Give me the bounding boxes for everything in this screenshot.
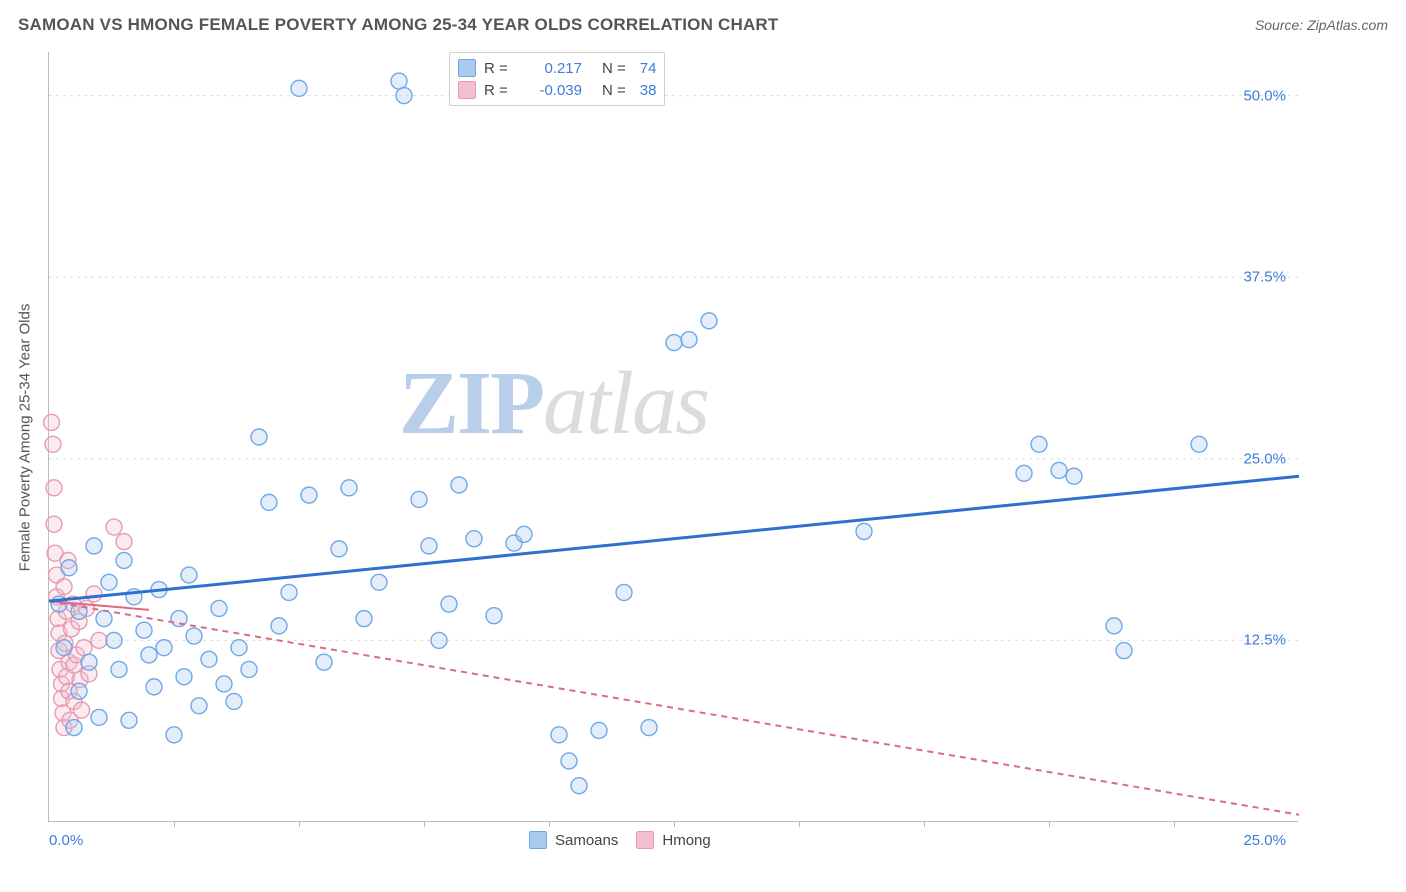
x-origin-label: 0.0% — [49, 832, 83, 849]
correlation-row-hmong: R = -0.039 N = 38 — [458, 79, 656, 101]
r-value-samoans: 0.217 — [522, 60, 582, 77]
header: SAMOAN VS HMONG FEMALE POVERTY AMONG 25-… — [0, 0, 1406, 42]
legend-item-samoans: Samoans — [529, 831, 618, 849]
r-value-hmong: -0.039 — [522, 82, 582, 99]
n-value-hmong: 38 — [640, 82, 657, 99]
y-tick-label: 25.0% — [1243, 450, 1286, 467]
x-tick-mark — [1174, 821, 1175, 827]
source-prefix: Source: — [1255, 17, 1307, 33]
swatch-samoans — [458, 59, 476, 77]
x-tick-mark — [924, 821, 925, 827]
x-tick-mark — [299, 821, 300, 827]
r-label: R = — [484, 60, 514, 77]
x-tick-mark — [799, 821, 800, 827]
y-axis-label-text: Female Poverty Among 25-34 Year Olds — [17, 303, 34, 571]
swatch-hmong — [458, 81, 476, 99]
series-legend: Samoans Hmong — [529, 831, 711, 849]
y-tick-label: 37.5% — [1243, 269, 1286, 286]
r-label: R = — [484, 82, 514, 99]
legend-item-hmong: Hmong — [636, 831, 710, 849]
correlation-legend: R = 0.217 N = 74 R = -0.039 N = 38 — [449, 52, 665, 106]
legend-label-hmong: Hmong — [662, 832, 710, 849]
legend-label-samoans: Samoans — [555, 832, 618, 849]
x-tick-mark — [549, 821, 550, 827]
source-name: ZipAtlas.com — [1307, 17, 1388, 33]
swatch-samoans — [529, 831, 547, 849]
n-label: N = — [602, 82, 626, 99]
scatter-plot-svg — [49, 52, 1299, 822]
x-tick-mark — [674, 821, 675, 827]
y-tick-label: 50.0% — [1243, 87, 1286, 104]
n-label: N = — [602, 60, 626, 77]
chart-title: SAMOAN VS HMONG FEMALE POVERTY AMONG 25-… — [18, 15, 779, 35]
x-end-label: 25.0% — [1243, 832, 1286, 849]
source-attribution: Source: ZipAtlas.com — [1255, 17, 1388, 33]
x-tick-mark — [1049, 821, 1050, 827]
x-tick-mark — [424, 821, 425, 827]
x-tick-mark — [174, 821, 175, 827]
plot-area: ZIPatlas R = 0.217 N = 74 R = -0.039 N =… — [48, 52, 1298, 822]
y-tick-label: 12.5% — [1243, 632, 1286, 649]
y-axis-label: Female Poverty Among 25-34 Year Olds — [10, 52, 40, 822]
swatch-hmong — [636, 831, 654, 849]
n-value-samoans: 74 — [640, 60, 657, 77]
correlation-row-samoans: R = 0.217 N = 74 — [458, 57, 656, 79]
